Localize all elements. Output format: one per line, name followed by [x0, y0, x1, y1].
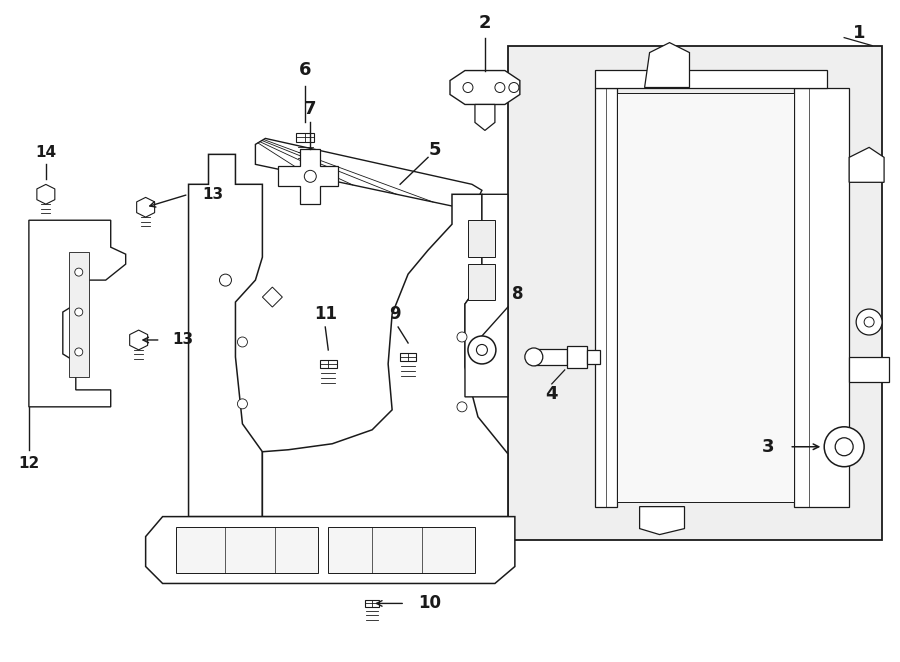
Circle shape — [75, 348, 83, 356]
Polygon shape — [29, 220, 126, 407]
Polygon shape — [130, 330, 148, 350]
Polygon shape — [37, 185, 55, 204]
Polygon shape — [465, 194, 508, 397]
Polygon shape — [644, 42, 689, 87]
Polygon shape — [534, 349, 567, 365]
Polygon shape — [587, 350, 599, 364]
Polygon shape — [263, 194, 508, 516]
Text: 7: 7 — [304, 101, 317, 118]
Circle shape — [495, 83, 505, 93]
Circle shape — [238, 337, 248, 347]
Polygon shape — [137, 197, 155, 217]
Text: 12: 12 — [18, 456, 40, 471]
Text: 1: 1 — [853, 24, 866, 42]
Circle shape — [238, 399, 248, 409]
Polygon shape — [320, 359, 337, 368]
Polygon shape — [468, 264, 495, 300]
Text: 10: 10 — [418, 594, 441, 612]
Polygon shape — [263, 287, 283, 307]
Polygon shape — [508, 46, 882, 540]
Polygon shape — [278, 150, 338, 205]
Text: 14: 14 — [35, 145, 57, 160]
Polygon shape — [188, 154, 263, 516]
Circle shape — [835, 438, 853, 455]
Text: 5: 5 — [428, 142, 441, 160]
Polygon shape — [567, 346, 587, 368]
Circle shape — [457, 332, 467, 342]
Text: 6: 6 — [299, 60, 311, 79]
Text: 13: 13 — [202, 187, 223, 202]
Polygon shape — [795, 87, 850, 506]
Circle shape — [468, 336, 496, 364]
Text: 2: 2 — [479, 14, 491, 32]
Polygon shape — [68, 252, 89, 377]
Circle shape — [864, 317, 874, 327]
Polygon shape — [176, 526, 319, 573]
Circle shape — [75, 268, 83, 276]
Circle shape — [457, 402, 467, 412]
Circle shape — [525, 348, 543, 366]
Text: 9: 9 — [390, 305, 400, 323]
Polygon shape — [450, 71, 520, 105]
Circle shape — [220, 274, 231, 286]
Circle shape — [476, 344, 488, 355]
Polygon shape — [595, 87, 616, 506]
Polygon shape — [400, 353, 417, 361]
Polygon shape — [616, 93, 795, 502]
Circle shape — [508, 83, 519, 93]
Circle shape — [304, 170, 316, 182]
Circle shape — [824, 427, 864, 467]
Polygon shape — [256, 138, 482, 211]
Text: 11: 11 — [314, 305, 337, 323]
Polygon shape — [595, 70, 827, 87]
Text: 3: 3 — [761, 438, 774, 455]
Text: 8: 8 — [512, 285, 524, 303]
Circle shape — [463, 83, 473, 93]
Text: 13: 13 — [173, 332, 194, 348]
Polygon shape — [475, 105, 495, 130]
Circle shape — [75, 308, 83, 316]
Polygon shape — [850, 357, 889, 382]
Polygon shape — [146, 516, 515, 583]
Polygon shape — [640, 506, 685, 535]
Polygon shape — [365, 600, 379, 607]
Circle shape — [856, 309, 882, 335]
Polygon shape — [328, 526, 475, 573]
Polygon shape — [296, 133, 314, 142]
Polygon shape — [850, 148, 884, 182]
Text: 4: 4 — [545, 385, 558, 403]
Polygon shape — [468, 220, 495, 257]
